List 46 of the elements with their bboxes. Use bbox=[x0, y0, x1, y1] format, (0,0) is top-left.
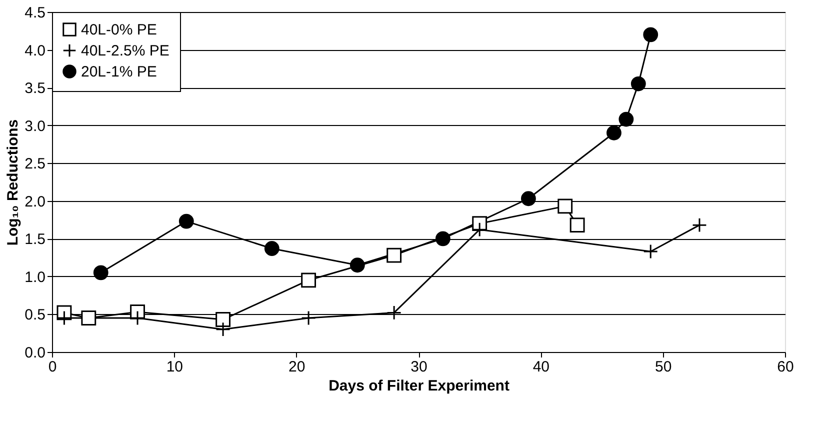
point bbox=[178, 214, 194, 229]
y-tick-label: 1.0 bbox=[24, 268, 46, 286]
y-tick-label: 3.0 bbox=[24, 118, 46, 135]
y-tick-label: 4.0 bbox=[24, 42, 46, 60]
point bbox=[93, 265, 108, 280]
point bbox=[618, 112, 634, 127]
point bbox=[472, 222, 488, 238]
point bbox=[520, 191, 536, 206]
point bbox=[643, 244, 658, 259]
legend-label: 40L-2.5% PE bbox=[81, 42, 170, 60]
point bbox=[630, 76, 646, 92]
x-tick-label: 30 bbox=[410, 358, 428, 376]
y-tick-label: 0.5 bbox=[24, 306, 46, 324]
point bbox=[81, 310, 96, 326]
point bbox=[386, 305, 402, 320]
point bbox=[606, 125, 622, 140]
legend-label: 20L-1% PE bbox=[81, 64, 157, 80]
point bbox=[570, 218, 585, 233]
x-tick-label: 10 bbox=[166, 358, 184, 376]
x-tick-label: 20 bbox=[288, 358, 306, 376]
point bbox=[216, 312, 230, 327]
y-tick-label: 1.5 bbox=[24, 231, 46, 248]
point bbox=[435, 231, 450, 246]
point bbox=[216, 322, 230, 337]
point bbox=[264, 241, 280, 256]
point bbox=[558, 198, 573, 214]
point bbox=[130, 310, 145, 326]
point bbox=[692, 218, 707, 233]
y-tick-label: 4.5 bbox=[24, 4, 46, 22]
point bbox=[643, 27, 658, 42]
y-tick-label: 3.5 bbox=[24, 80, 46, 98]
x-tick-label: 40 bbox=[532, 358, 550, 376]
x-axis-title: Days of Filter Experiment bbox=[328, 378, 510, 394]
x-tick-label: 0 bbox=[48, 358, 57, 376]
point bbox=[301, 272, 316, 288]
y-tick-label: 2.5 bbox=[24, 156, 46, 173]
point bbox=[301, 310, 316, 326]
y-axis-title: Log₁₀ Reductions bbox=[4, 119, 22, 246]
point bbox=[350, 258, 365, 273]
legend-label: 40L-0% PE bbox=[81, 22, 157, 38]
y-tick-label: 2.0 bbox=[24, 193, 46, 210]
x-tick-label: 60 bbox=[777, 358, 794, 376]
point bbox=[386, 248, 402, 263]
y-tick-label: 0.0 bbox=[24, 344, 46, 362]
point bbox=[56, 310, 72, 326]
x-tick-label: 50 bbox=[654, 358, 672, 376]
